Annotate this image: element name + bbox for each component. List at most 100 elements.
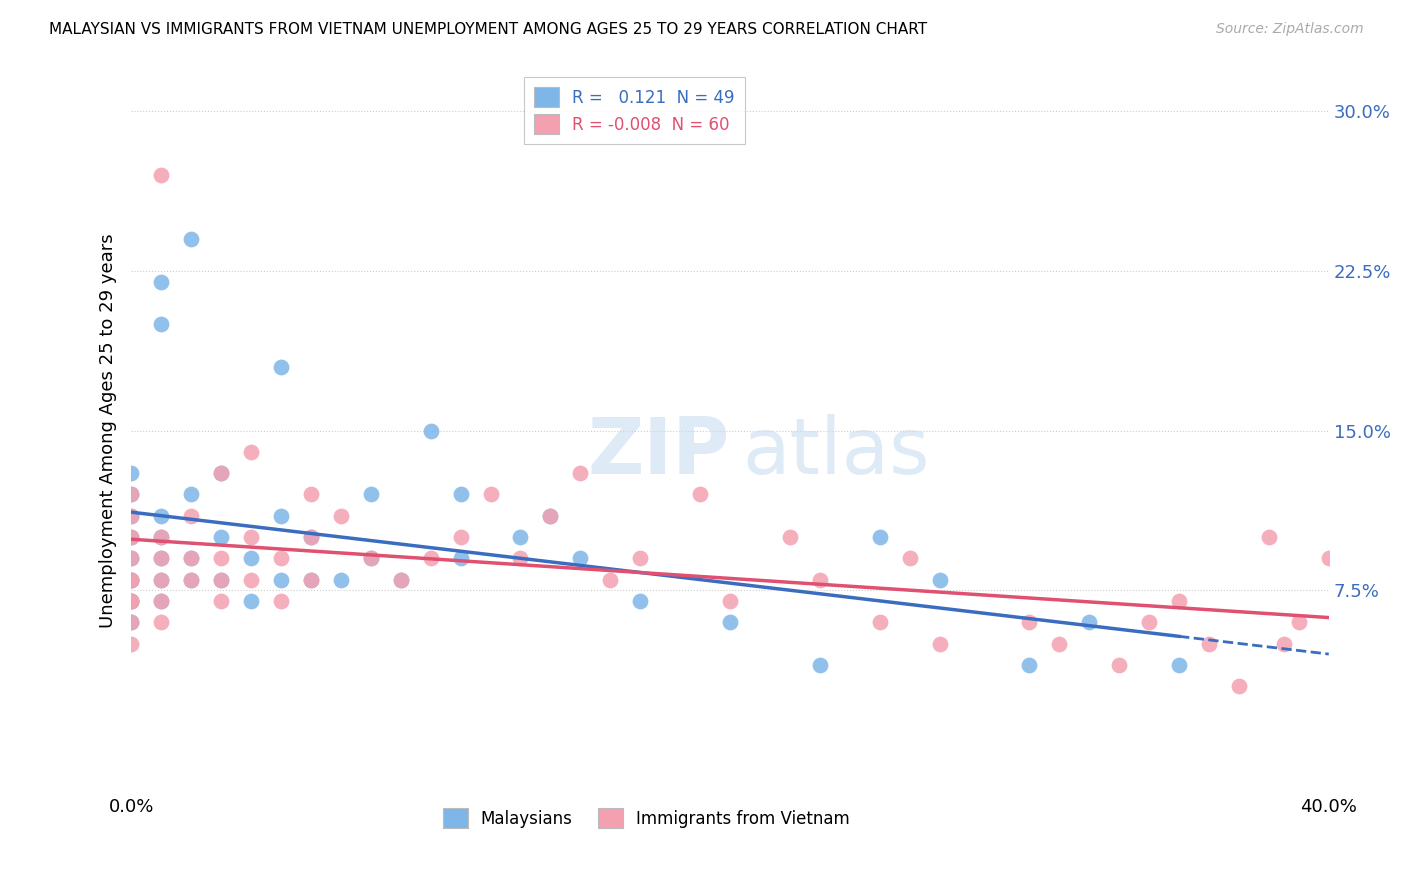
Point (270, 508, 292, 523)
Point (180, 551, 202, 566)
Point (1018, 615, 1040, 630)
Point (389, 573, 412, 587)
Point (1198, 636, 1220, 650)
Point (689, 487, 711, 501)
Point (928, 573, 950, 587)
Point (120, 594, 142, 608)
Point (240, 573, 263, 587)
Legend: Malaysians, Immigrants from Vietnam: Malaysians, Immigrants from Vietnam (436, 801, 856, 835)
Point (240, 594, 263, 608)
Point (628, 594, 651, 608)
Point (150, 275, 173, 289)
Point (1227, 679, 1250, 693)
Point (270, 551, 292, 566)
Point (120, 573, 142, 587)
Point (120, 573, 142, 587)
Point (1257, 530, 1279, 544)
Point (209, 466, 232, 480)
Text: MALAYSIAN VS IMMIGRANTS FROM VIETNAM UNEMPLOYMENT AMONG AGES 25 TO 29 YEARS CORR: MALAYSIAN VS IMMIGRANTS FROM VIETNAM UNE… (49, 22, 928, 37)
Point (928, 636, 950, 650)
Point (360, 551, 382, 566)
Point (120, 615, 142, 630)
Point (329, 573, 352, 587)
Point (538, 508, 561, 523)
Y-axis label: Unemployment Among Ages 25 to 29 years: Unemployment Among Ages 25 to 29 years (100, 234, 117, 628)
Point (150, 530, 173, 544)
Point (419, 424, 441, 438)
Point (180, 508, 202, 523)
Point (209, 573, 232, 587)
Point (150, 508, 173, 523)
Point (509, 530, 531, 544)
Point (180, 551, 202, 566)
Point (120, 594, 142, 608)
Point (419, 551, 441, 566)
Point (120, 636, 142, 650)
Point (150, 573, 173, 587)
Point (150, 168, 173, 182)
Point (299, 530, 322, 544)
Point (150, 551, 173, 566)
Point (808, 573, 831, 587)
Point (150, 573, 173, 587)
Point (240, 551, 263, 566)
Point (209, 594, 232, 608)
Point (120, 508, 142, 523)
Point (1137, 615, 1160, 630)
Text: Source: ZipAtlas.com: Source: ZipAtlas.com (1216, 22, 1364, 37)
Point (1168, 594, 1191, 608)
Point (628, 551, 651, 566)
Point (718, 594, 741, 608)
Point (120, 487, 142, 501)
Point (1018, 657, 1040, 672)
Point (120, 573, 142, 587)
Point (209, 530, 232, 544)
Point (509, 551, 531, 566)
Point (120, 487, 142, 501)
Point (150, 530, 173, 544)
Point (299, 487, 322, 501)
Point (450, 487, 472, 501)
Point (898, 551, 921, 566)
Point (120, 466, 142, 480)
Point (120, 530, 142, 544)
Point (808, 657, 831, 672)
Point (240, 445, 263, 459)
Point (389, 573, 412, 587)
Text: ZIP: ZIP (588, 414, 730, 491)
Point (120, 615, 142, 630)
Point (180, 573, 202, 587)
Point (1078, 615, 1101, 630)
Point (270, 594, 292, 608)
Point (299, 530, 322, 544)
Point (450, 551, 472, 566)
Point (450, 530, 472, 544)
Point (120, 573, 142, 587)
Point (209, 573, 232, 587)
Point (120, 594, 142, 608)
Point (360, 487, 382, 501)
Point (869, 530, 891, 544)
Point (718, 615, 741, 630)
Point (1317, 551, 1340, 566)
Point (329, 508, 352, 523)
Point (120, 551, 142, 566)
Point (299, 573, 322, 587)
Point (270, 359, 292, 374)
Point (120, 508, 142, 523)
Point (150, 615, 173, 630)
Point (120, 530, 142, 544)
Point (869, 615, 891, 630)
Point (1168, 657, 1191, 672)
Point (1108, 657, 1130, 672)
Point (270, 573, 292, 587)
Point (299, 573, 322, 587)
Text: atlas: atlas (742, 414, 929, 491)
Point (180, 487, 202, 501)
Point (209, 551, 232, 566)
Point (569, 551, 592, 566)
Point (779, 530, 801, 544)
Point (180, 573, 202, 587)
Point (1288, 615, 1310, 630)
Point (150, 317, 173, 331)
